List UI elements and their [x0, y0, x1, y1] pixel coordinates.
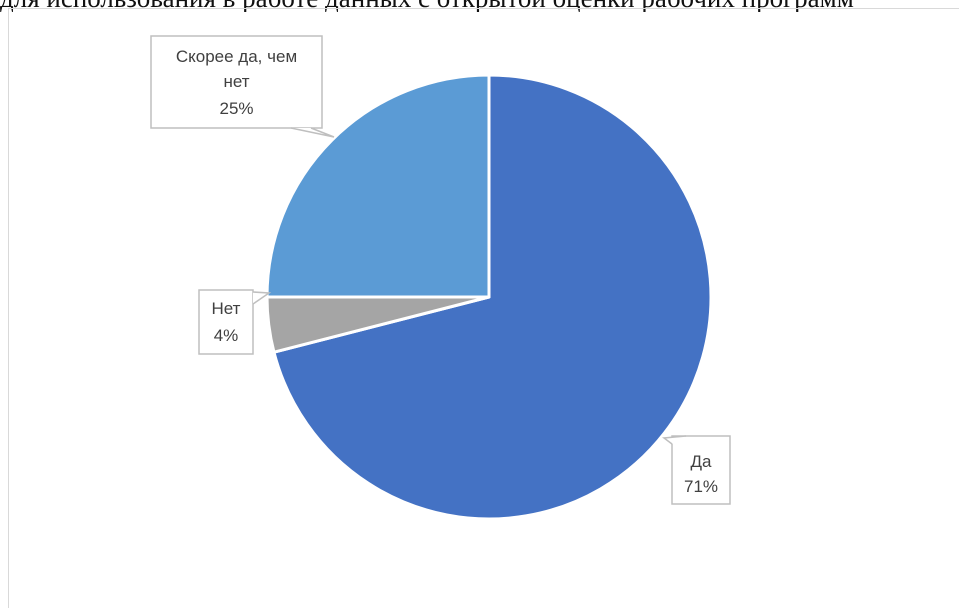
data-label-category-3: Скорее да, чем	[176, 47, 297, 66]
data-label-category-1: Да	[691, 452, 713, 471]
data-label-value-1: 71%	[684, 477, 718, 496]
data-label-category-2: Нет	[212, 299, 241, 318]
page-top-text: для использования в работе данных с откр…	[0, 0, 959, 12]
chart-frame	[8, 8, 959, 608]
pie-callouts: Да 71% Нет 4% Скорее да, чем нет 25%	[150, 35, 731, 505]
data-label-box-1	[671, 435, 731, 505]
data-label-value-2: 4%	[214, 326, 239, 345]
data-label-pointer-2	[252, 291, 272, 305]
data-label-pointer-3	[290, 127, 335, 138]
data-label-box-3	[150, 35, 323, 129]
data-label-value-3: 25%	[219, 99, 253, 118]
data-label-pointer-1	[661, 435, 687, 445]
pie-chart: Да 71% Нет 4% Скорее да, чем нет 25%	[150, 35, 731, 521]
pie-slices	[265, 73, 713, 521]
data-label-box-2	[198, 289, 254, 355]
data-label-category-3: нет	[223, 72, 249, 91]
pie-slice-3	[265, 73, 491, 299]
pie-slice-1	[272, 73, 713, 521]
